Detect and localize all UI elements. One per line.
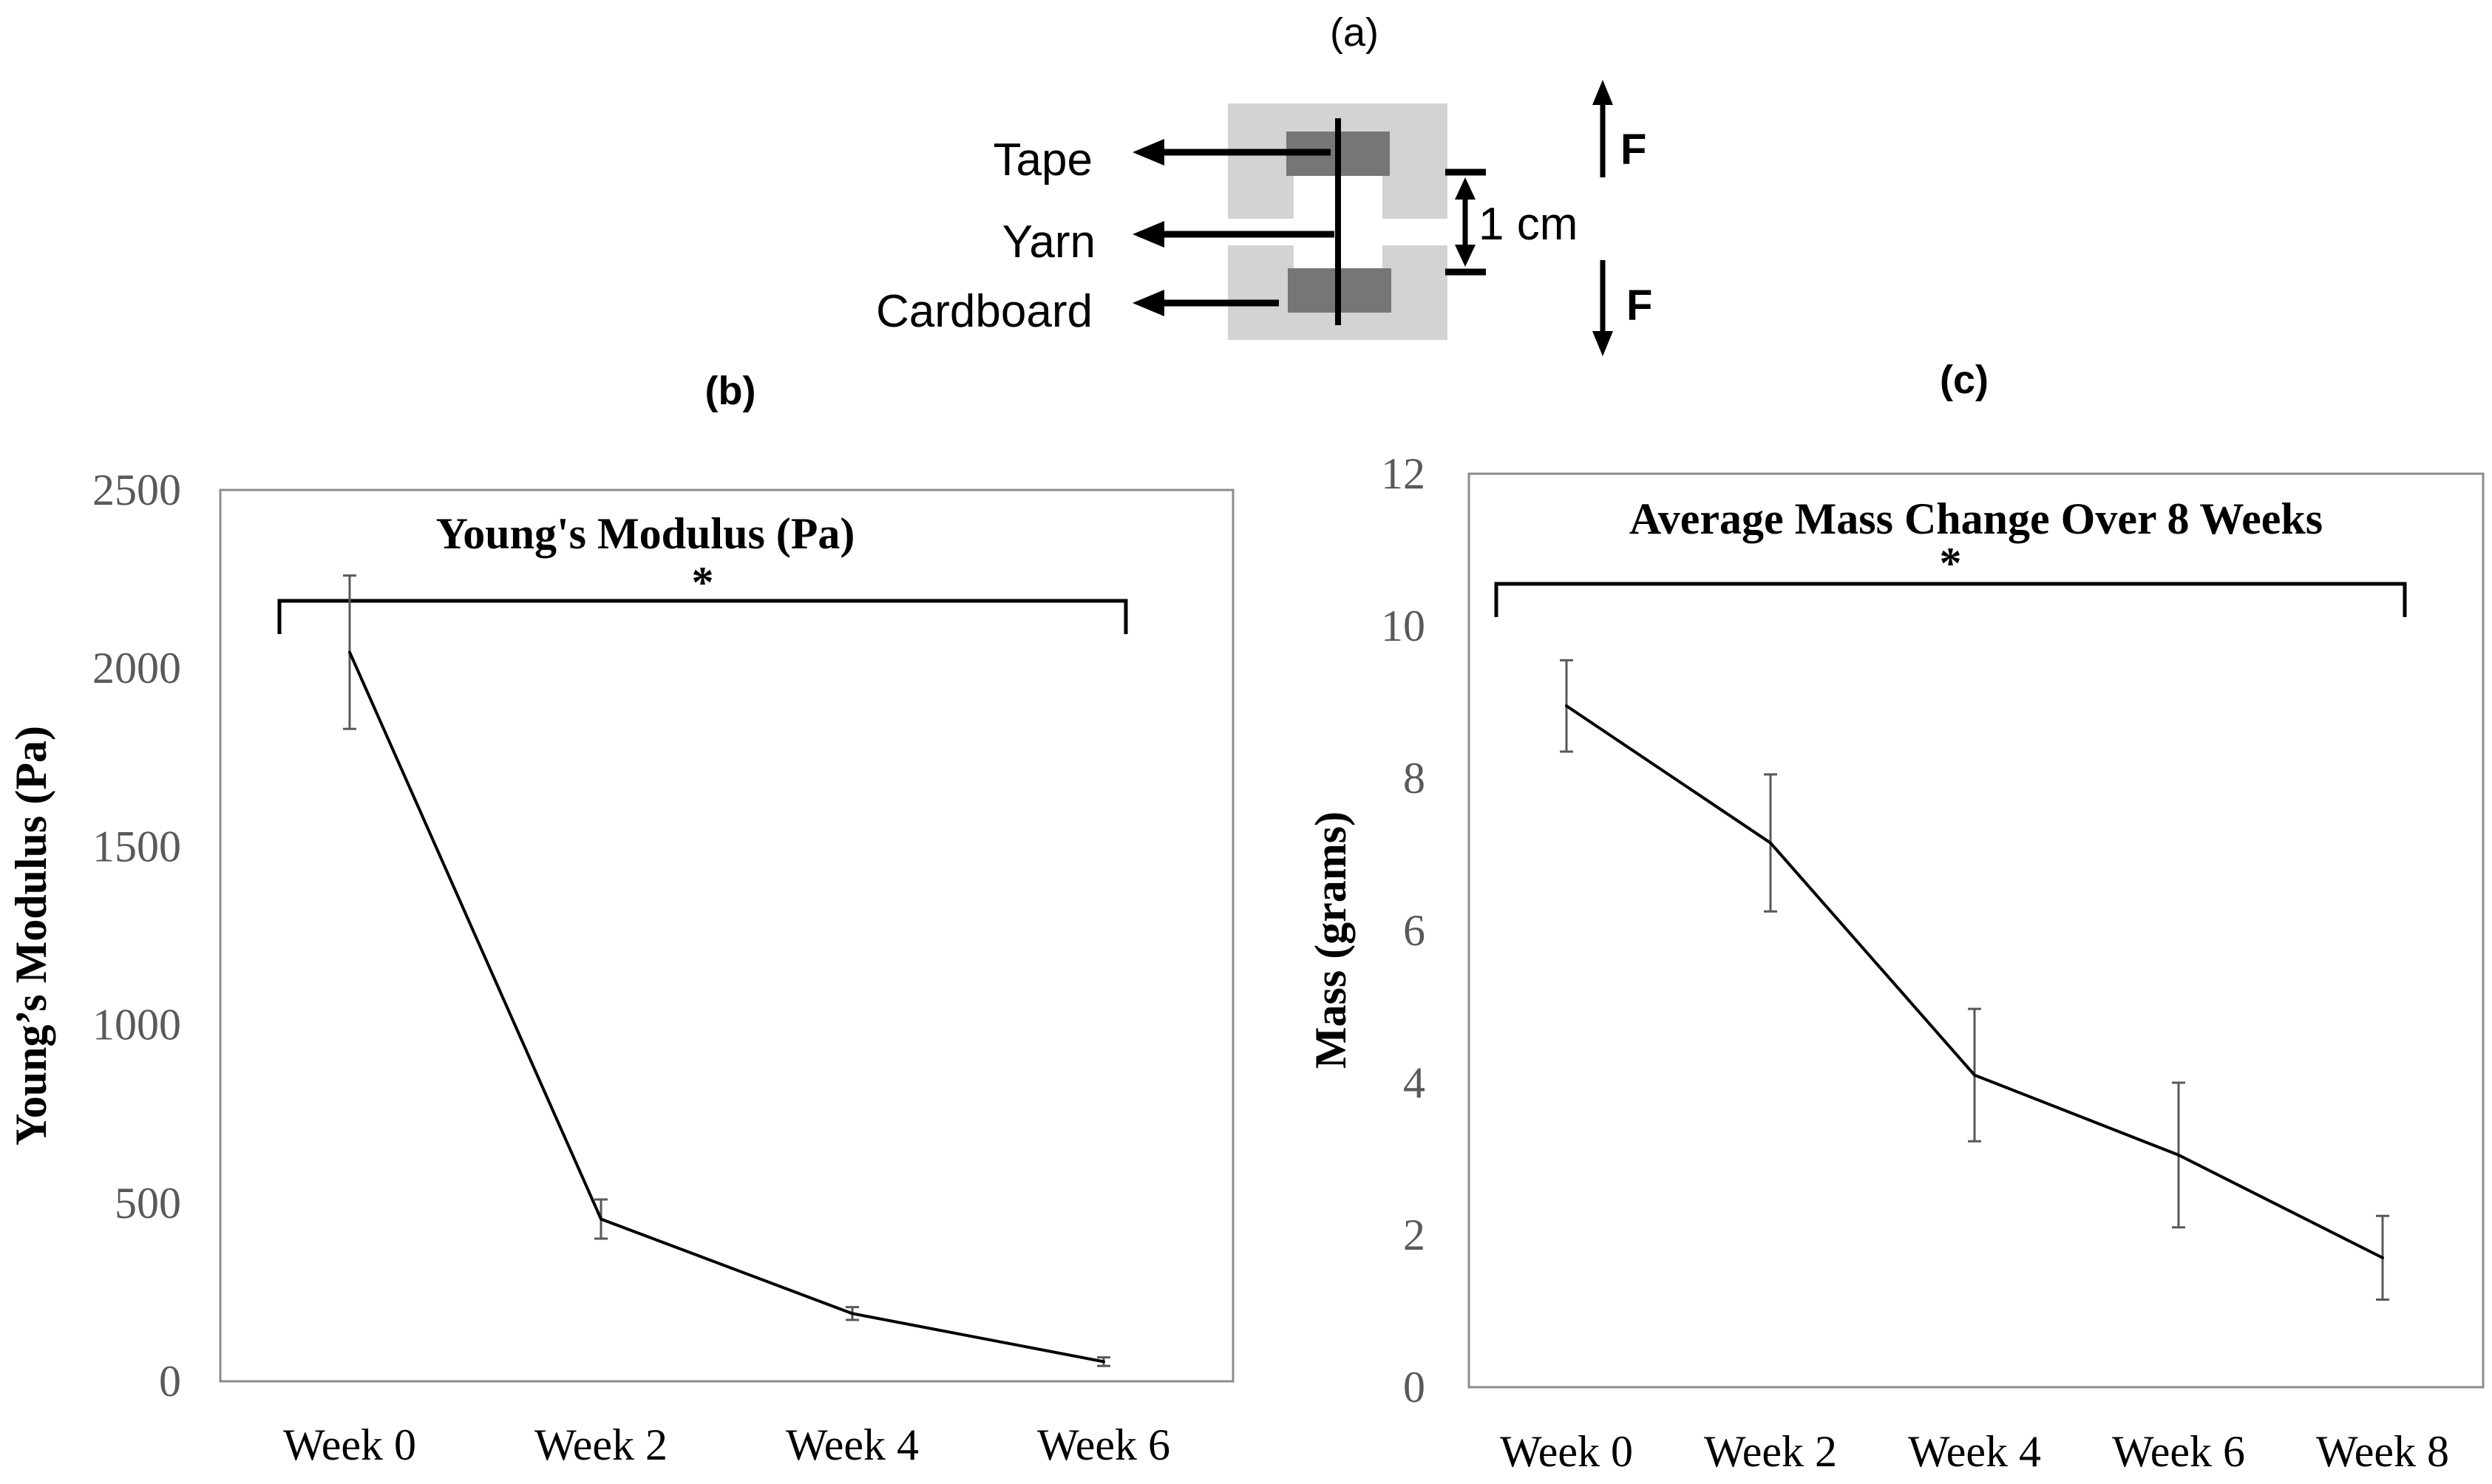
gauge-arrow-down — [1455, 245, 1476, 267]
y-tick-label: 0 — [159, 1357, 181, 1406]
x-tick-label: Week 0 — [1500, 1427, 1633, 1476]
y-tick-label: 2000 — [92, 644, 181, 692]
y-axis-label-c: Mass (grams) — [1306, 811, 1355, 1069]
y-axis-label-b: Young’s Modulus (Pa) — [7, 726, 55, 1146]
error-bars-b — [343, 574, 1110, 1367]
plot-area-c — [1467, 472, 2485, 1389]
x-tick-label: Week 2 — [534, 1420, 668, 1469]
x-tick-labels-b: Week 0 Week 2 Week 4 Week 6 — [283, 1420, 1170, 1469]
force-top-label: F — [1620, 126, 1646, 174]
cardboard-bottom — [1228, 245, 1447, 340]
x-tick-label: Week 8 — [2316, 1427, 2449, 1476]
chart-mass-change: (c) Average Mass Change Over 8 Weeks Mas… — [1306, 358, 2485, 1476]
y-tick-label: 10 — [1381, 602, 1425, 650]
y-tick-label: 1500 — [92, 822, 181, 871]
y-tick-label: 2 — [1403, 1211, 1425, 1259]
force-top-arrowhead — [1592, 80, 1613, 105]
tape-label: Tape — [994, 135, 1093, 186]
significance-star: * — [1940, 539, 1962, 588]
yarn-label: Yarn — [1002, 217, 1096, 268]
significance-bracket-line — [277, 599, 1128, 634]
plot-area-b — [219, 489, 1235, 1383]
y-tick-label: 2500 — [92, 466, 181, 514]
gauge-label: 1 cm — [1478, 199, 1578, 250]
significance-bracket-c: * — [1494, 539, 2407, 617]
x-tick-labels-c: Week 0 Week 2 Week 4 Week 6 Week 8 — [1500, 1427, 2449, 1476]
cardboard-top — [1228, 103, 1447, 219]
chart-youngs-modulus: (b) Young's Modulus (Pa) Young’s Modulus… — [7, 369, 1235, 1469]
y-tick-labels-b: 0 500 1000 1500 2000 2500 — [92, 466, 181, 1406]
series-line-c — [1565, 704, 2383, 1259]
y-tick-label: 8 — [1403, 754, 1425, 803]
x-tick-label: Week 4 — [1908, 1427, 2041, 1476]
chart-title-c: Average Mass Change Over 8 Weeks — [1629, 494, 2323, 543]
panel-c-label: (c) — [1940, 358, 1989, 402]
tensile-test-diagram: (a) Tape Yarn Cardboard 1 cm F F — [876, 10, 1652, 356]
x-tick-label: Week 2 — [1704, 1427, 1837, 1476]
x-tick-label: Week 6 — [1037, 1420, 1170, 1469]
error-bars-c — [1560, 658, 2389, 1301]
x-tick-label: Week 4 — [786, 1420, 919, 1469]
tape-arrowhead — [1133, 139, 1164, 166]
significance-bracket-b: * — [277, 558, 1128, 634]
y-tick-label: 500 — [115, 1179, 181, 1228]
panel-b-label: (b) — [705, 369, 756, 413]
significance-bracket-line — [1494, 582, 2407, 617]
gauge-arrow-up — [1455, 177, 1476, 200]
yarn-arrowhead — [1133, 221, 1164, 248]
y-tick-label: 4 — [1403, 1058, 1425, 1107]
y-tick-label: 0 — [1403, 1363, 1425, 1412]
y-tick-labels-c: 0 2 4 6 8 10 12 — [1381, 449, 1425, 1412]
chart-title-b: Young's Modulus (Pa) — [436, 509, 855, 558]
panel-a-label: (a) — [1330, 10, 1379, 55]
cardboard-label: Cardboard — [876, 286, 1093, 337]
y-tick-label: 12 — [1381, 449, 1425, 498]
x-tick-label: Week 0 — [283, 1420, 416, 1469]
significance-star: * — [692, 558, 714, 607]
series-line-b — [348, 651, 1104, 1364]
x-tick-label: Week 6 — [2112, 1427, 2245, 1476]
y-tick-label: 6 — [1403, 906, 1425, 955]
force-bottom-label: F — [1626, 282, 1652, 330]
force-bottom-arrowhead — [1592, 331, 1613, 356]
cardboard-arrowhead — [1133, 290, 1164, 316]
y-tick-label: 1000 — [92, 1001, 181, 1049]
